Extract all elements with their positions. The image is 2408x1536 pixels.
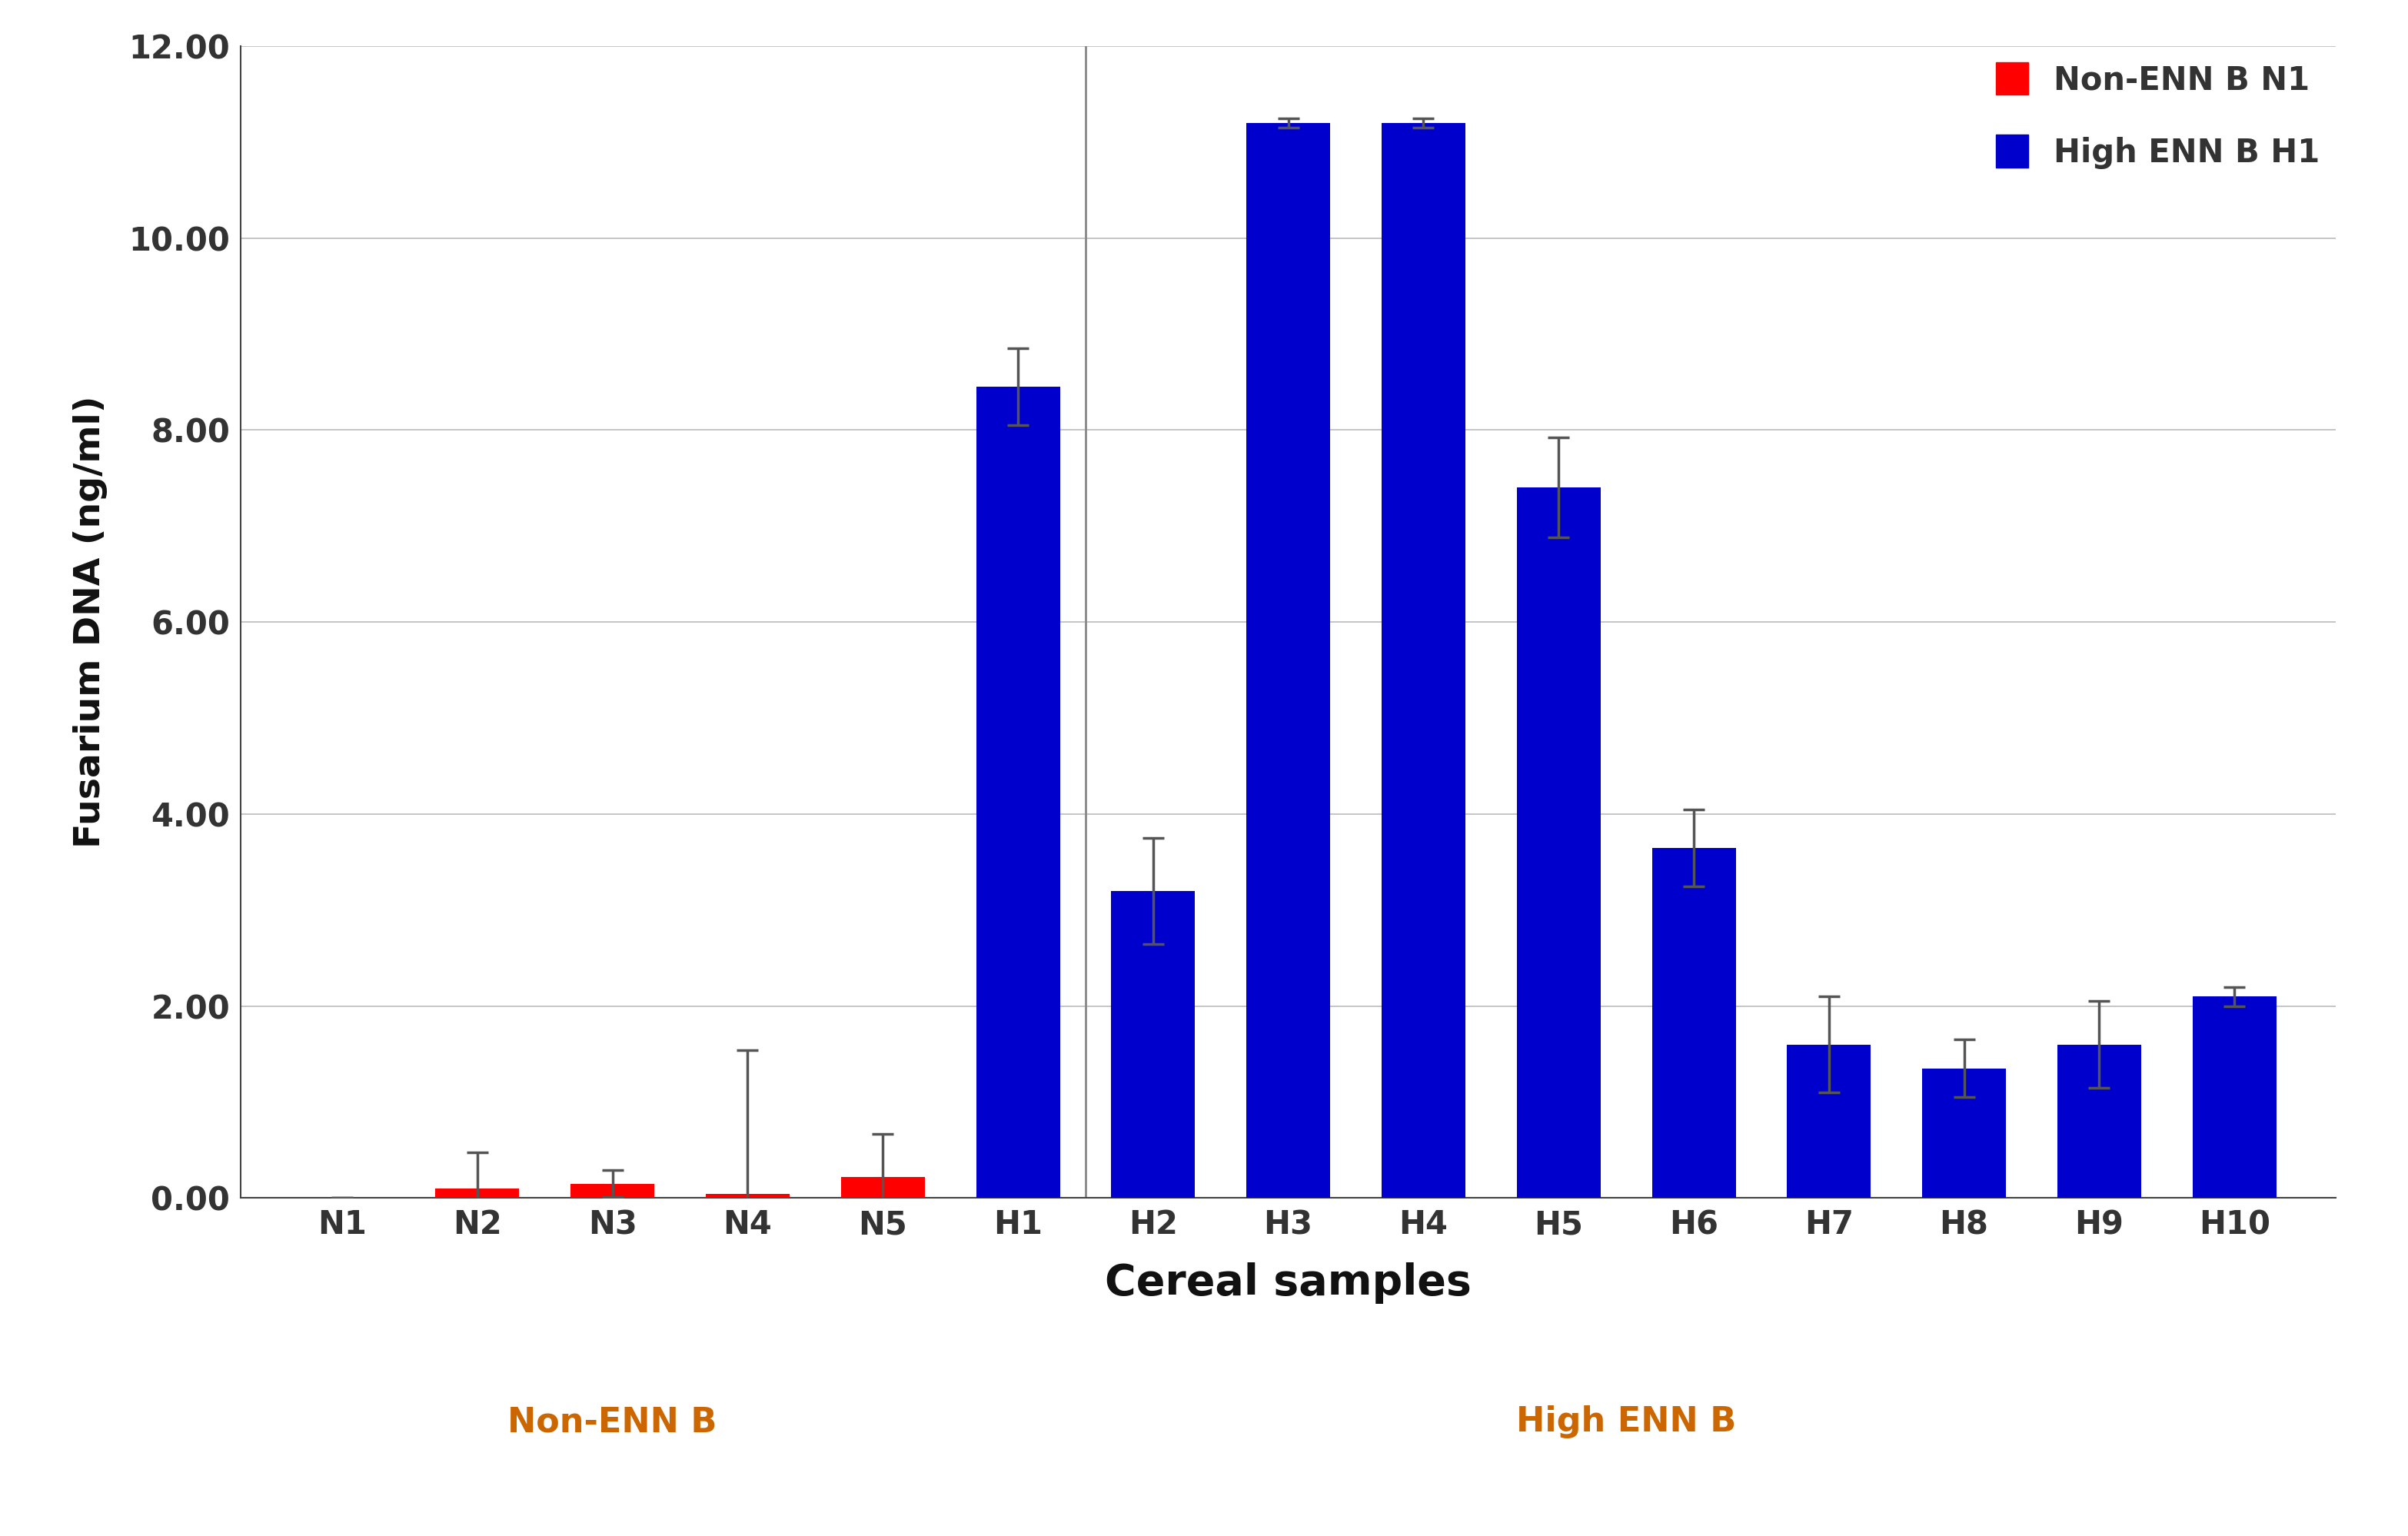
Bar	[1382, 123, 1466, 1198]
Bar	[2194, 997, 2276, 1198]
Bar	[436, 1189, 520, 1198]
Bar	[1787, 1044, 1871, 1198]
X-axis label: Cereal samples: Cereal samples	[1105, 1263, 1471, 1304]
Bar	[706, 1195, 790, 1198]
Bar	[1247, 123, 1329, 1198]
Y-axis label: Fusarium DNA (ng/ml): Fusarium DNA (ng/ml)	[72, 396, 108, 848]
Bar	[840, 1177, 925, 1198]
Text: Non-ENN B: Non-ENN B	[508, 1405, 718, 1439]
Bar	[975, 387, 1060, 1198]
Bar	[1922, 1069, 2006, 1198]
Legend: Non-ENN B N1, High ENN B H1: Non-ENN B N1, High ENN B H1	[1996, 61, 2319, 169]
Bar	[1517, 488, 1601, 1198]
Bar	[2056, 1044, 2141, 1198]
Bar	[571, 1184, 655, 1198]
Text: High ENN B: High ENN B	[1517, 1405, 1736, 1439]
Bar	[1110, 891, 1194, 1198]
Bar	[1652, 848, 1736, 1198]
